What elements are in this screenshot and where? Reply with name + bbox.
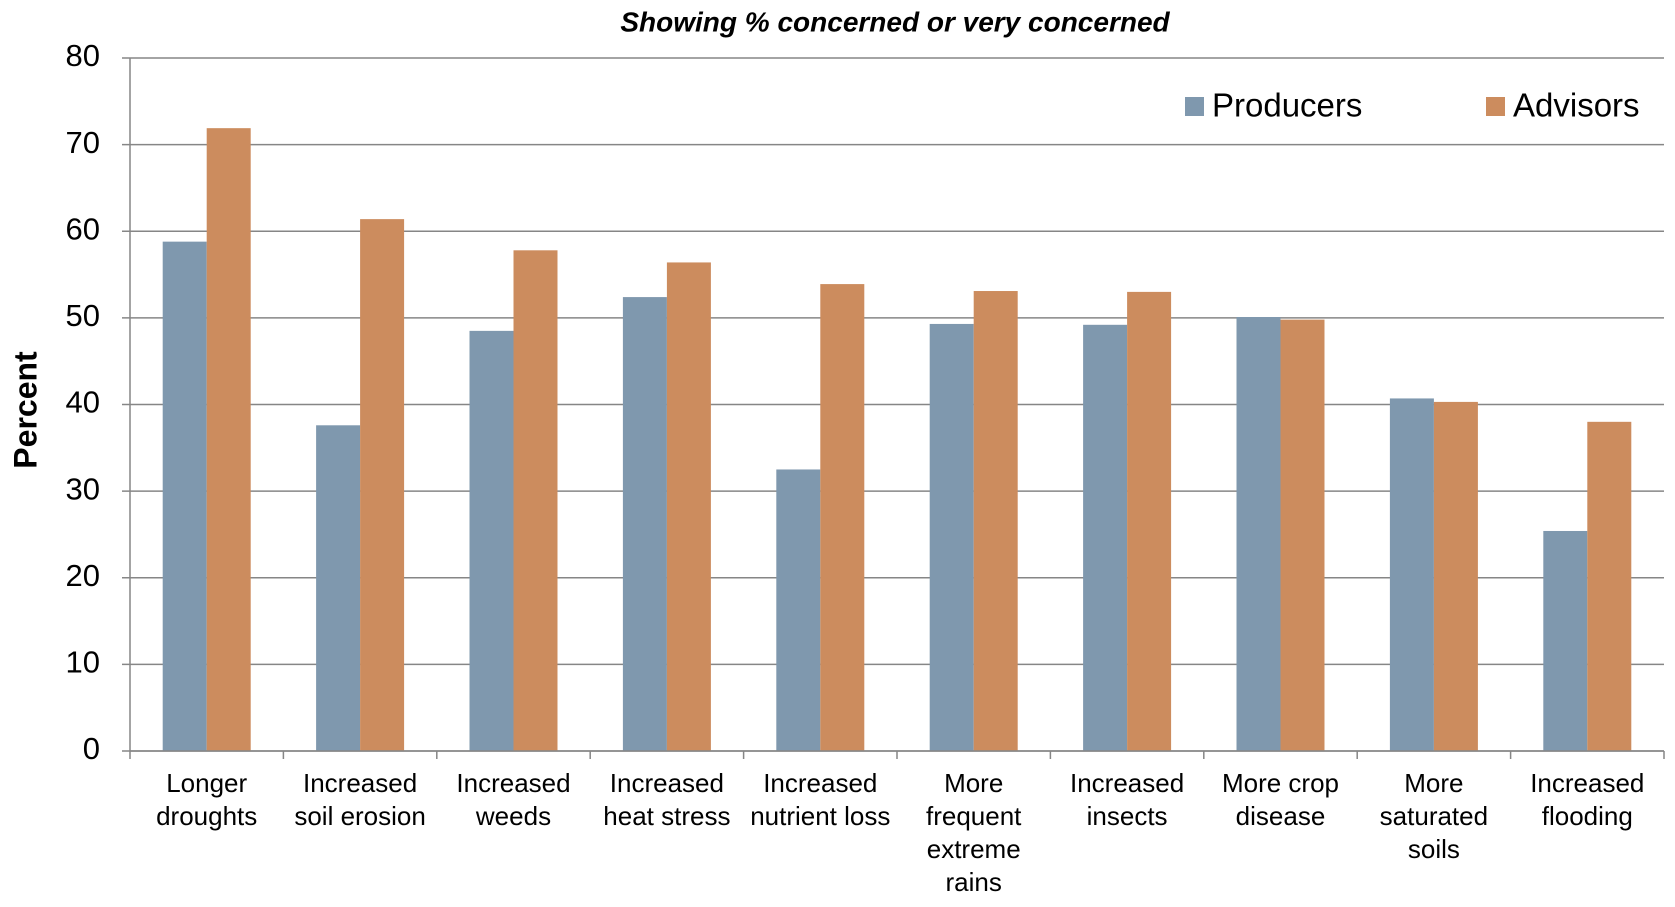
bar xyxy=(1083,324,1128,751)
bar xyxy=(1587,421,1632,751)
x-tick-label: More crop disease xyxy=(1221,768,1340,831)
x-tick-label: More frequent extreme rains xyxy=(925,768,1022,897)
x-tick-label: Increased soil erosion xyxy=(294,768,426,831)
x-tick-label: Increased flooding xyxy=(1530,768,1645,831)
bar xyxy=(973,291,1018,751)
y-tick-label: 10 xyxy=(66,645,100,680)
legend-label: Advisors xyxy=(1513,87,1640,124)
chart-title: Showing % concerned or very concerned xyxy=(620,6,1170,37)
bar xyxy=(666,262,711,751)
bar xyxy=(1236,317,1281,751)
bar xyxy=(1280,319,1325,751)
bar xyxy=(1543,530,1588,751)
bar xyxy=(776,469,821,751)
y-tick-label: 80 xyxy=(66,38,100,73)
legend-swatch xyxy=(1185,97,1204,116)
bar xyxy=(1127,291,1172,751)
bar xyxy=(929,323,974,751)
x-tick-label: Increased nutrient loss xyxy=(750,768,891,831)
x-tick-label: Increased heat stress xyxy=(603,768,731,831)
legend-swatch xyxy=(1486,97,1505,116)
x-tick-label: Increased weeds xyxy=(456,768,571,831)
y-tick-label: 20 xyxy=(66,558,100,593)
y-tick-label: 0 xyxy=(83,731,100,766)
y-tick-label: 30 xyxy=(66,471,100,506)
x-tick-label: More saturated soils xyxy=(1379,768,1489,864)
y-tick-label: 60 xyxy=(66,211,100,246)
y-axis-label: Percent xyxy=(7,351,43,469)
bar xyxy=(820,284,865,751)
y-tick-label: 50 xyxy=(66,298,100,333)
y-tick-label: 70 xyxy=(66,125,100,160)
x-tick-label: Longer droughts xyxy=(156,768,258,831)
bar xyxy=(1433,401,1478,751)
bar xyxy=(469,330,514,751)
legend-label: Producers xyxy=(1212,87,1362,124)
bar xyxy=(1389,398,1434,751)
bar xyxy=(622,297,667,751)
bar xyxy=(360,219,405,751)
bar xyxy=(513,250,558,751)
x-tick-label: Increased insects xyxy=(1069,768,1185,831)
bar xyxy=(162,241,207,751)
y-tick-label: 40 xyxy=(66,385,100,420)
bar xyxy=(206,128,251,751)
bar xyxy=(316,425,361,751)
